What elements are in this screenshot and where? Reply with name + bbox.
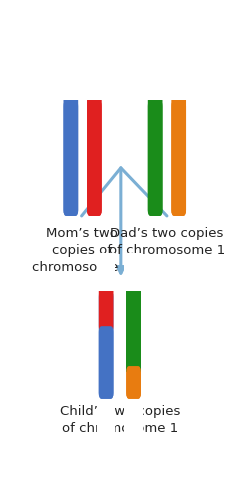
FancyBboxPatch shape	[171, 100, 185, 216]
FancyBboxPatch shape	[63, 94, 78, 216]
Bar	[97, 252, 115, 291]
FancyBboxPatch shape	[171, 94, 185, 216]
Bar	[169, 62, 187, 100]
FancyBboxPatch shape	[87, 100, 101, 216]
Bar	[124, 399, 142, 438]
FancyBboxPatch shape	[98, 291, 113, 399]
FancyBboxPatch shape	[126, 285, 140, 372]
Text: Dad’s two copies
of chromosome 1: Dad’s two copies of chromosome 1	[108, 228, 224, 258]
Bar	[124, 252, 142, 291]
FancyBboxPatch shape	[126, 366, 140, 399]
FancyBboxPatch shape	[87, 94, 101, 216]
Text: Child’s two copies
of chromosome 1: Child’s two copies of chromosome 1	[59, 404, 179, 434]
Bar	[145, 62, 164, 100]
FancyBboxPatch shape	[147, 100, 162, 216]
Bar	[98, 285, 113, 332]
FancyBboxPatch shape	[98, 326, 113, 399]
FancyBboxPatch shape	[147, 94, 162, 216]
FancyBboxPatch shape	[63, 100, 78, 216]
FancyBboxPatch shape	[98, 285, 113, 332]
FancyBboxPatch shape	[126, 291, 140, 399]
Bar	[61, 62, 80, 100]
Text: Mom’s two
copies of
chromosome 1: Mom’s two copies of chromosome 1	[32, 228, 131, 274]
Bar	[97, 399, 115, 438]
Bar	[126, 285, 140, 372]
Bar	[85, 62, 103, 100]
